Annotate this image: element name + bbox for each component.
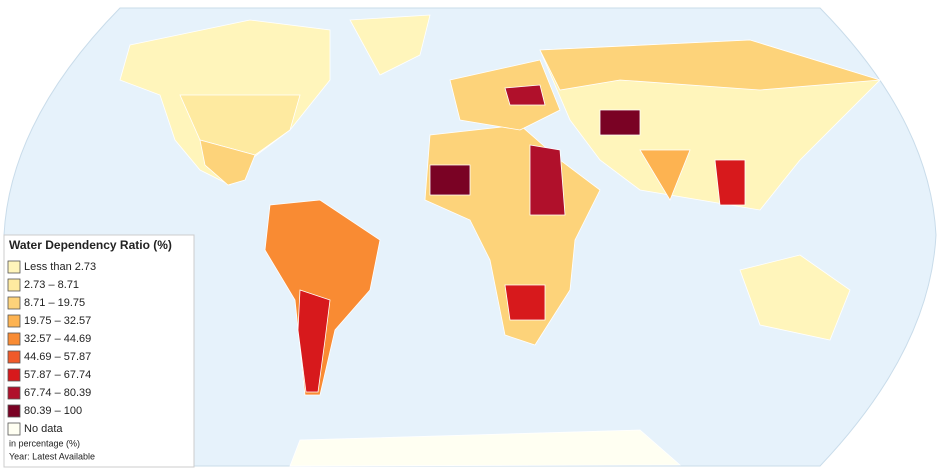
legend-swatch: [7, 404, 21, 418]
mexico: [199, 139, 256, 186]
land: [119, 14, 881, 467]
legend-swatch: [7, 278, 21, 292]
egypt-sudan: [529, 144, 566, 216]
legend-swatch: [7, 260, 21, 274]
legend-label: Less than 2.73: [24, 261, 96, 273]
southeast-asia: [714, 159, 746, 206]
australia: [739, 254, 851, 341]
legend-swatch: [7, 422, 21, 436]
legend-note: Year: Latest Available: [9, 451, 95, 461]
legend-swatch: [7, 368, 21, 382]
legend-label: 8.71 – 19.75: [24, 297, 85, 309]
southern-africa: [504, 284, 546, 321]
russia: [539, 39, 881, 91]
legend-label: 57.87 – 67.74: [24, 369, 91, 381]
legend-label: 2.73 – 8.71: [24, 279, 79, 291]
legend-box: [3, 234, 195, 468]
legend-title: Water Dependency Ratio (%): [9, 238, 172, 252]
legend-label: 32.57 – 44.69: [24, 333, 91, 345]
legend-swatch: [7, 314, 21, 328]
legend: Water Dependency Ratio (%) Less than 2.7…: [3, 234, 195, 468]
legend-label: 19.75 – 32.57: [24, 315, 91, 327]
eastern-europe: [504, 84, 546, 106]
legend-swatch: [7, 350, 21, 364]
legend-label: No data: [24, 423, 63, 435]
legend-label: 44.69 – 57.87: [24, 351, 91, 363]
usa: [179, 94, 301, 156]
argentina: [297, 289, 331, 393]
central-asia: [599, 109, 641, 136]
legend-swatch: [7, 296, 21, 310]
europe: [449, 59, 561, 131]
india: [639, 149, 691, 201]
legend-label: 80.39 – 100: [24, 405, 82, 417]
sahel: [429, 164, 471, 196]
legend-swatch: [7, 386, 21, 400]
legend-swatch: [7, 332, 21, 346]
legend-label: 67.74 – 80.39: [24, 387, 91, 399]
legend-note: in percentage (%): [9, 438, 80, 448]
antarctica: [289, 429, 682, 467]
greenland: [349, 14, 431, 76]
